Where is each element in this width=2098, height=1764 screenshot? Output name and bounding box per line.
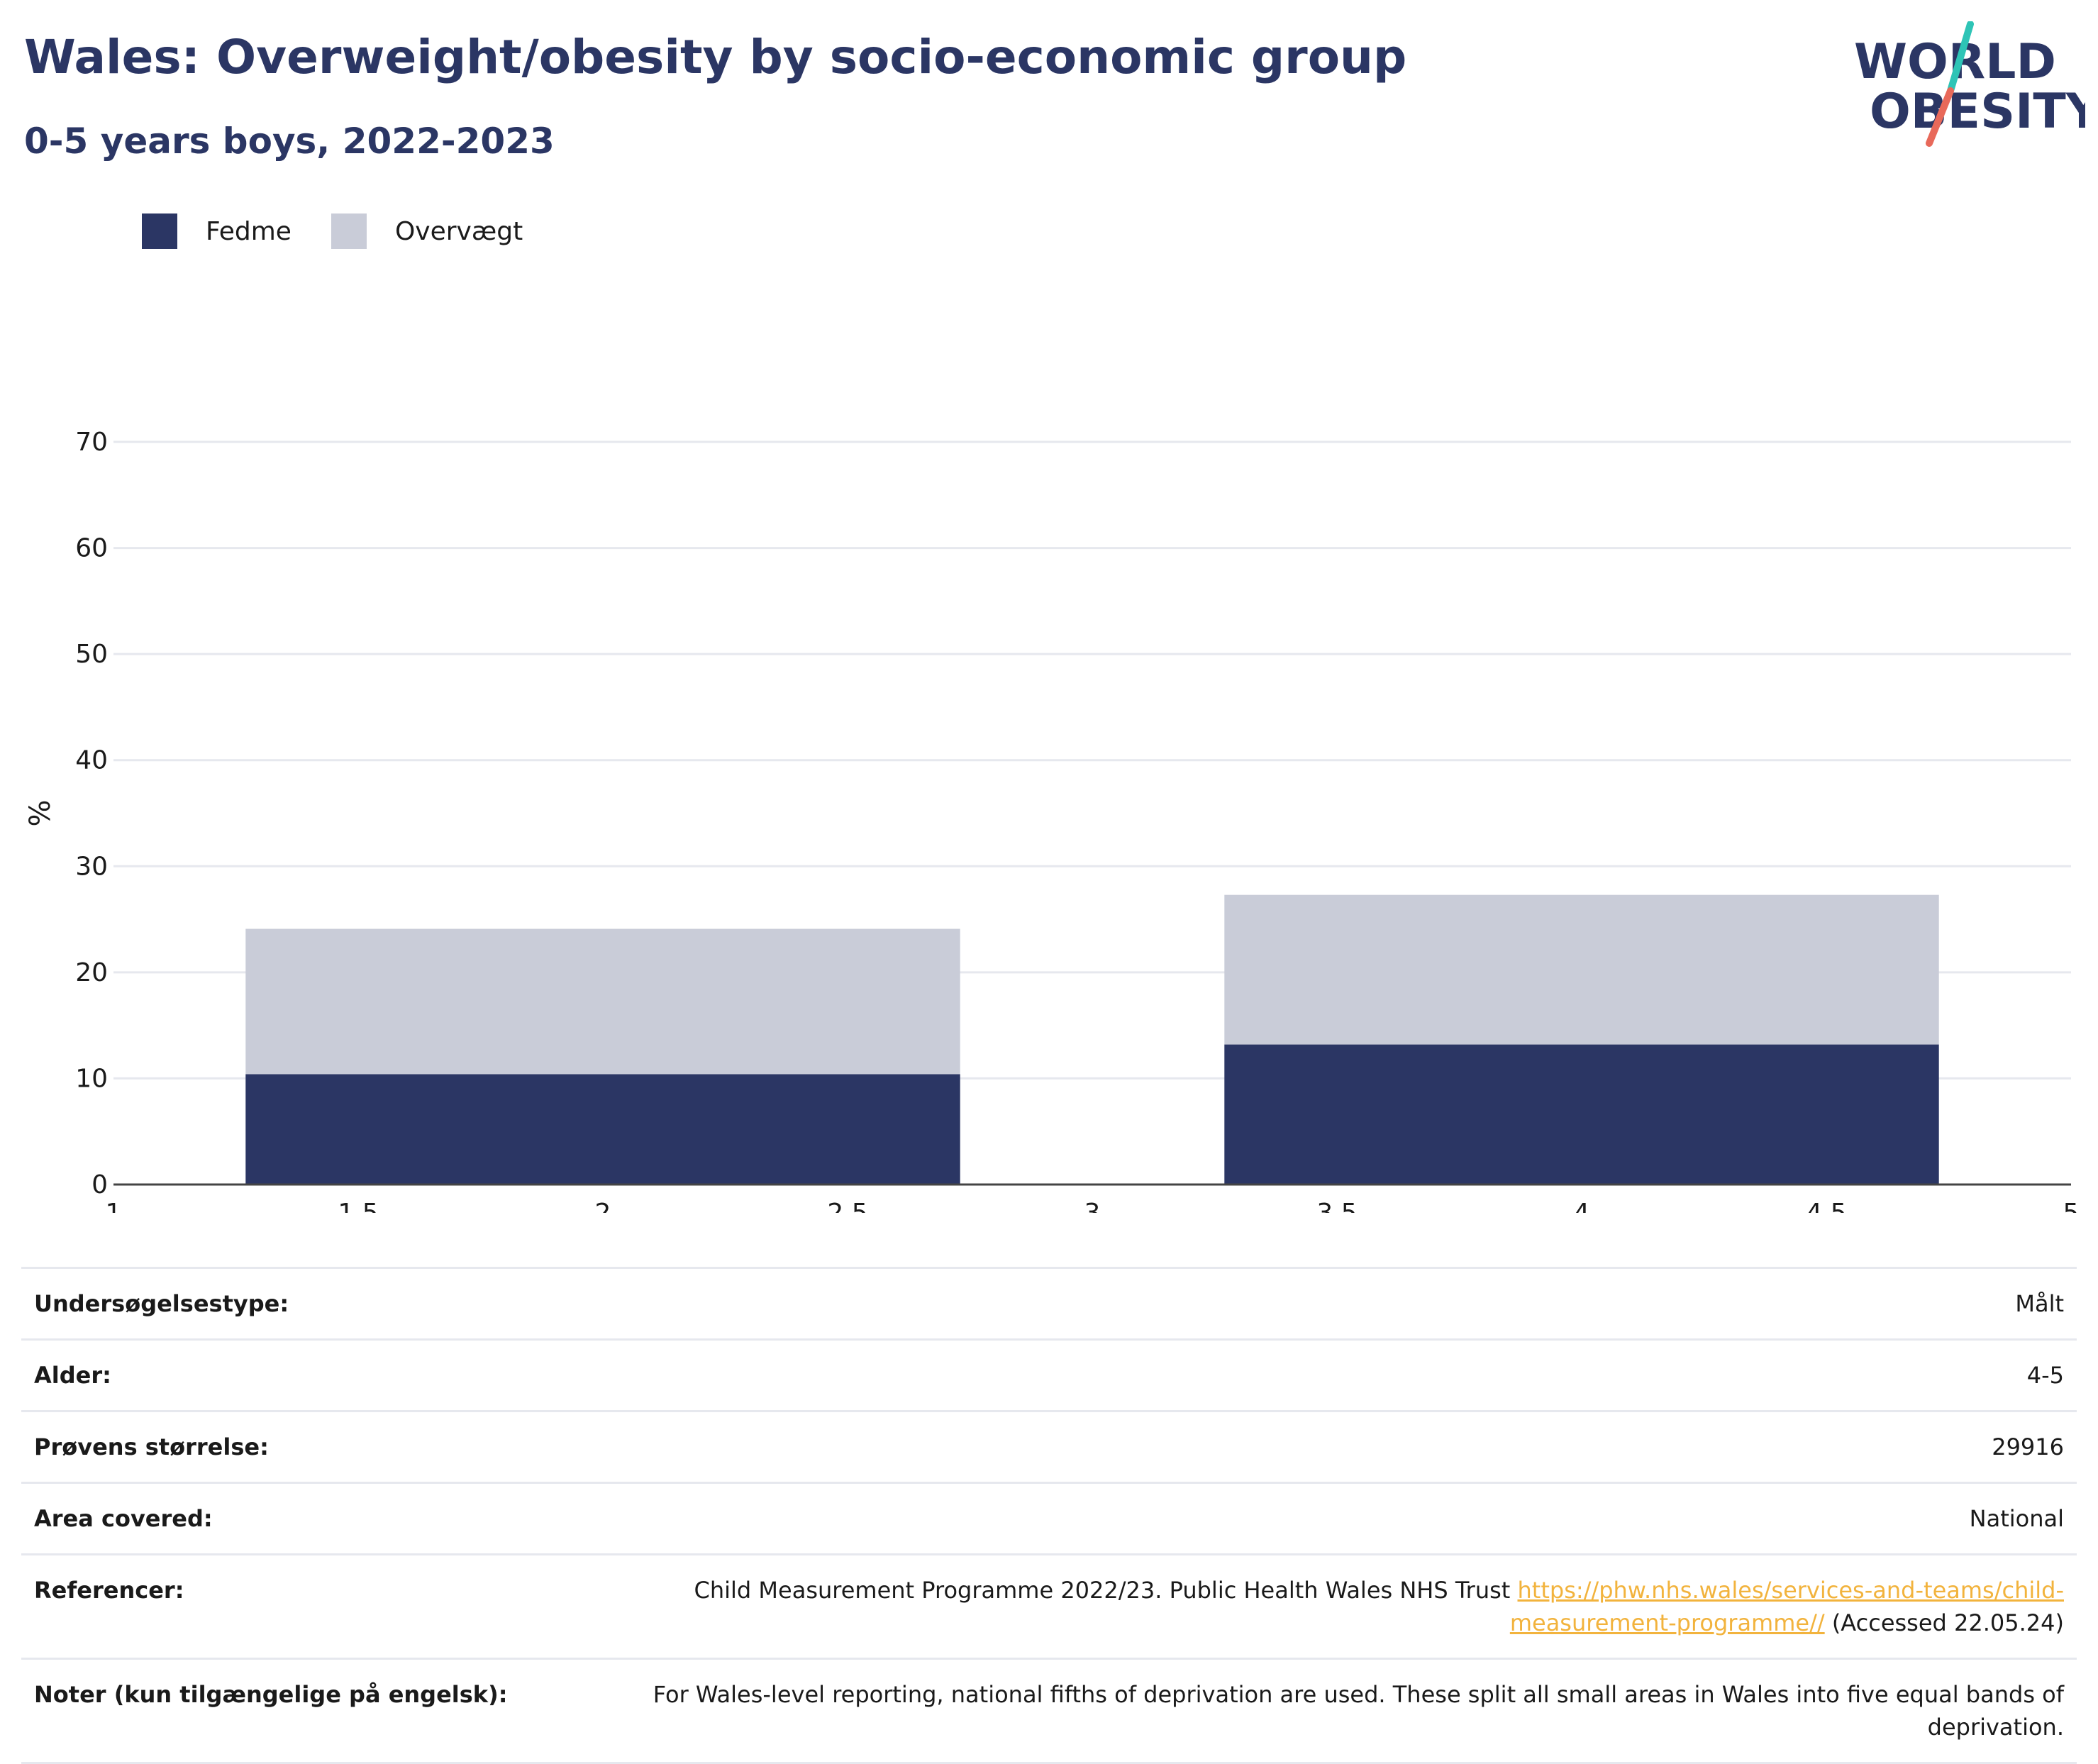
bar-fedme-1[interactable] — [245, 1074, 960, 1185]
x-tick-label-3: 3 — [1084, 1199, 1101, 1213]
reference-link[interactable]: https://phw.nhs.wales/services-and-teams… — [1509, 1577, 2064, 1636]
legend-item-fedme[interactable]: Fedme — [142, 213, 292, 249]
x-tick-label-3.5: 3.5 — [1316, 1199, 1357, 1213]
bar-fedme-2[interactable] — [1224, 1044, 1939, 1185]
y-tick-label-50: 50 — [75, 640, 108, 669]
x-tick-label-1: 1 — [106, 1199, 122, 1213]
y-tick-label-60: 60 — [75, 534, 108, 563]
logo-text-obesity: OBESITY — [1870, 84, 2085, 140]
info-value-area-covered: National — [543, 1482, 2077, 1555]
logo-slash-bottom — [1926, 87, 1954, 147]
x-tick-label-2: 2 — [595, 1199, 611, 1213]
y-tick-label-40: 40 — [75, 746, 108, 775]
info-label-sample-size: Prøvens størrelse: — [21, 1410, 543, 1483]
chart-title: Wales: Overweight/obesity by socio-econo… — [24, 30, 1407, 84]
info-label-area-covered: Area covered: — [21, 1482, 543, 1555]
bar-overvægt-2[interactable] — [1224, 894, 1939, 1045]
info-label-references: Referencer: — [21, 1553, 543, 1659]
info-value-references: Child Measurement Programme 2022/23. Pub… — [543, 1553, 2077, 1659]
info-label-survey-type: Undersøgelsestype: — [21, 1267, 543, 1340]
info-row-age: Alder: 4-5 — [21, 1338, 2077, 1411]
chart-legend: Fedme Overvægt — [142, 210, 562, 253]
axes: 0 10 20 30 40 50 60 70 1 1.5 2 2.5 3 3.5 4 4.5 5% — [24, 428, 2079, 1213]
x-tick-label-4: 4 — [1574, 1199, 1590, 1213]
info-value-age: 4-5 — [543, 1338, 2077, 1411]
legend-label-fedme: Fedme — [206, 216, 292, 246]
y-tick-label-0: 0 — [91, 1170, 108, 1199]
logo-slash-top — [1947, 21, 1974, 94]
info-row-sample-size: Prøvens størrelse: 29916 — [21, 1410, 2077, 1483]
y-tick-label-20: 20 — [75, 958, 108, 987]
info-row-area-covered: Area covered: National — [21, 1482, 2077, 1555]
world-obesity-logo: WORLD OBESITY — [1854, 21, 2085, 147]
legend-swatch-overvaegt — [331, 213, 367, 249]
x-tick-label-4.5: 4.5 — [1806, 1199, 1846, 1213]
y-tick-label-10: 10 — [75, 1064, 108, 1093]
bars — [245, 894, 1939, 1185]
bar-overvægt-1[interactable] — [245, 928, 960, 1075]
legend-item-overvaegt[interactable]: Overvægt — [331, 213, 523, 249]
info-row-references: Referencer: Child Measurement Programme 2… — [21, 1553, 2077, 1659]
legend-label-overvaegt: Overvægt — [394, 216, 523, 246]
reference-text: Child Measurement Programme 2022/23. Pub… — [694, 1577, 1518, 1604]
info-value-survey-type: Målt — [543, 1267, 2077, 1340]
stacked-bar-chart: 0 10 20 30 40 50 60 70 1 1.5 2 2.5 3 3.5 4 4.5 5% — [24, 428, 2079, 1213]
reference-accessed: (Accessed 22.05.24) — [1824, 1609, 2064, 1636]
chart-subtitle: 0-5 years boys, 2022-2023 — [24, 121, 555, 162]
y-tick-label-70: 70 — [75, 428, 108, 457]
info-row-notes: Noter (kun tilgængelige på engelsk): For … — [21, 1658, 2077, 1764]
x-tick-label-2.5: 2.5 — [827, 1199, 867, 1213]
info-label-age: Alder: — [21, 1338, 543, 1411]
info-row-survey-type: Undersøgelsestype: Målt — [21, 1267, 2077, 1340]
x-tick-label-1.5: 1.5 — [338, 1199, 378, 1213]
x-tick-label-5: 5 — [2063, 1199, 2080, 1213]
info-label-notes: Noter (kun tilgængelige på engelsk): — [21, 1658, 543, 1764]
info-table: Undersøgelsestype: Målt Alder: 4-5 Prøvens s… — [21, 1267, 2077, 1764]
legend-swatch-fedme — [142, 213, 177, 249]
y-axis-label: % — [24, 799, 57, 826]
y-tick-label-30: 30 — [75, 852, 108, 881]
info-value-notes: For Wales-level reporting, national fift… — [543, 1658, 2077, 1764]
info-value-sample-size: 29916 — [543, 1410, 2077, 1483]
